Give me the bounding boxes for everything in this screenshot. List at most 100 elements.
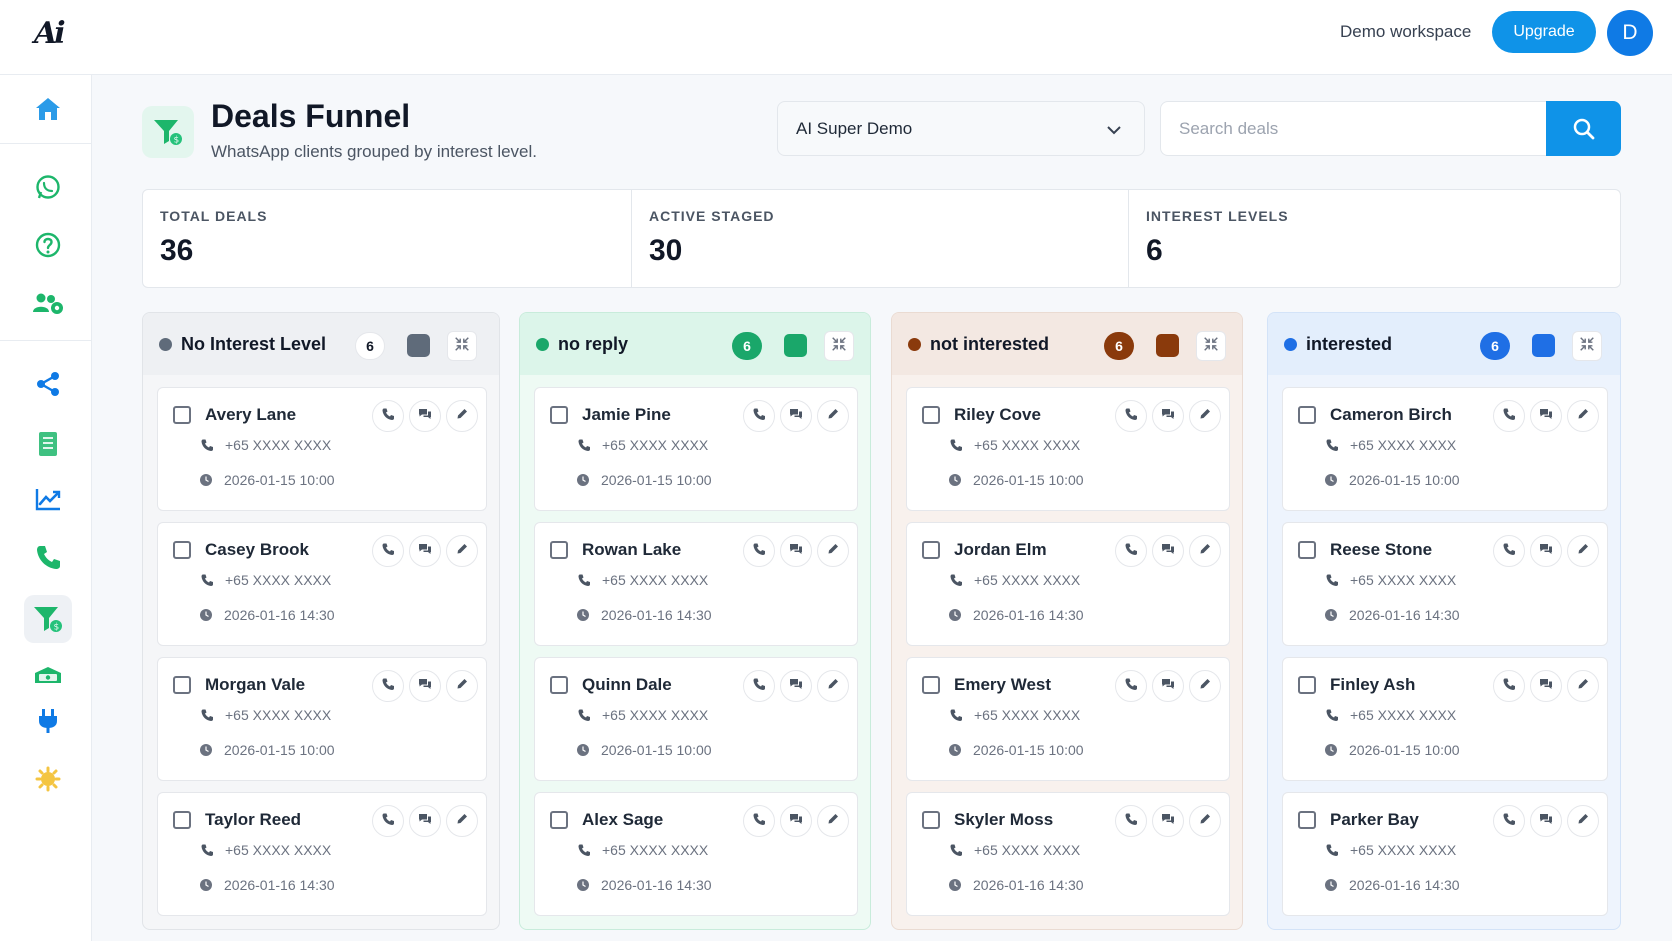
- chat-button[interactable]: [1152, 400, 1184, 432]
- search-button[interactable]: [1546, 101, 1621, 156]
- deal-card[interactable]: Avery Lane +65 XXXX XXXX 2026-01-15 10:0…: [157, 387, 487, 511]
- chat-button[interactable]: [1152, 670, 1184, 702]
- column-color-swatch[interactable]: [1532, 334, 1555, 357]
- select-checkbox[interactable]: [173, 676, 191, 694]
- deal-card[interactable]: Quinn Dale +65 XXXX XXXX 2026-01-15 10:0…: [534, 657, 858, 781]
- chat-button[interactable]: [409, 400, 441, 432]
- select-checkbox[interactable]: [550, 541, 568, 559]
- deal-card[interactable]: Jordan Elm +65 XXXX XXXX 2026-01-16 14:3…: [906, 522, 1230, 646]
- upgrade-button[interactable]: Upgrade: [1492, 11, 1596, 53]
- edit-button[interactable]: [817, 805, 849, 837]
- call-button[interactable]: [1493, 535, 1525, 567]
- deal-card[interactable]: Taylor Reed +65 XXXX XXXX 2026-01-16 14:…: [157, 792, 487, 916]
- deal-card[interactable]: Finley Ash +65 XXXX XXXX 2026-01-15 10:0…: [1282, 657, 1608, 781]
- edit-button[interactable]: [1189, 805, 1221, 837]
- select-checkbox[interactable]: [173, 406, 191, 424]
- select-checkbox[interactable]: [173, 541, 191, 559]
- deal-card[interactable]: Cameron Birch +65 XXXX XXXX 2026-01-15 1…: [1282, 387, 1608, 511]
- edit-button[interactable]: [1567, 805, 1599, 837]
- sidebar-item-payments[interactable]: [24, 652, 72, 700]
- select-checkbox[interactable]: [1298, 811, 1316, 829]
- call-button[interactable]: [743, 805, 775, 837]
- select-checkbox[interactable]: [922, 811, 940, 829]
- sidebar-item-billing[interactable]: [24, 420, 72, 468]
- chat-button[interactable]: [780, 400, 812, 432]
- chat-button[interactable]: [409, 535, 441, 567]
- column-color-swatch[interactable]: [407, 334, 430, 357]
- collapse-column-button[interactable]: [1572, 331, 1602, 361]
- deal-card[interactable]: Emery West +65 XXXX XXXX 2026-01-15 10:0…: [906, 657, 1230, 781]
- select-checkbox[interactable]: [922, 541, 940, 559]
- chat-button[interactable]: [780, 805, 812, 837]
- sidebar-item-analytics[interactable]: [24, 475, 72, 523]
- edit-button[interactable]: [446, 400, 478, 432]
- sidebar-item-funnel[interactable]: $: [24, 595, 72, 643]
- workspace-name[interactable]: Demo workspace: [1340, 22, 1472, 41]
- call-button[interactable]: [372, 400, 404, 432]
- chat-button[interactable]: [1530, 805, 1562, 837]
- select-checkbox[interactable]: [1298, 406, 1316, 424]
- call-button[interactable]: [743, 535, 775, 567]
- edit-button[interactable]: [1189, 400, 1221, 432]
- call-button[interactable]: [372, 805, 404, 837]
- chat-button[interactable]: [409, 670, 441, 702]
- chat-button[interactable]: [1530, 535, 1562, 567]
- chat-button[interactable]: [409, 805, 441, 837]
- edit-button[interactable]: [446, 670, 478, 702]
- sidebar-item-integrations[interactable]: [24, 697, 72, 745]
- edit-button[interactable]: [817, 535, 849, 567]
- sidebar-item-whatsapp[interactable]: [24, 163, 72, 211]
- sidebar-item-contacts[interactable]: [24, 280, 72, 328]
- deal-card[interactable]: Rowan Lake +65 XXXX XXXX 2026-01-16 14:3…: [534, 522, 858, 646]
- select-checkbox[interactable]: [922, 406, 940, 424]
- search-input[interactable]: [1160, 101, 1546, 156]
- edit-button[interactable]: [446, 805, 478, 837]
- edit-button[interactable]: [1189, 670, 1221, 702]
- chat-button[interactable]: [1152, 805, 1184, 837]
- sidebar-item-home[interactable]: [24, 85, 72, 133]
- deal-card[interactable]: Parker Bay +65 XXXX XXXX 2026-01-16 14:3…: [1282, 792, 1608, 916]
- select-checkbox[interactable]: [922, 676, 940, 694]
- deal-card[interactable]: Alex Sage +65 XXXX XXXX 2026-01-16 14:30: [534, 792, 858, 916]
- edit-button[interactable]: [1567, 400, 1599, 432]
- select-checkbox[interactable]: [1298, 676, 1316, 694]
- call-button[interactable]: [743, 670, 775, 702]
- call-button[interactable]: [743, 400, 775, 432]
- call-button[interactable]: [1115, 670, 1147, 702]
- deal-card[interactable]: Skyler Moss +65 XXXX XXXX 2026-01-16 14:…: [906, 792, 1230, 916]
- app-logo[interactable]: Ai: [34, 16, 66, 51]
- edit-button[interactable]: [1189, 535, 1221, 567]
- collapse-column-button[interactable]: [1196, 331, 1226, 361]
- sidebar-item-calls[interactable]: [24, 533, 72, 581]
- sidebar-item-help[interactable]: [24, 221, 72, 269]
- call-button[interactable]: [1115, 400, 1147, 432]
- call-button[interactable]: [372, 535, 404, 567]
- select-checkbox[interactable]: [173, 811, 191, 829]
- chat-button[interactable]: [1530, 670, 1562, 702]
- call-button[interactable]: [1115, 805, 1147, 837]
- edit-button[interactable]: [446, 535, 478, 567]
- deal-card[interactable]: Reese Stone +65 XXXX XXXX 2026-01-16 14:…: [1282, 522, 1608, 646]
- collapse-column-button[interactable]: [824, 331, 854, 361]
- column-color-swatch[interactable]: [1156, 334, 1179, 357]
- deal-card[interactable]: Jamie Pine +65 XXXX XXXX 2026-01-15 10:0…: [534, 387, 858, 511]
- pipeline-select[interactable]: AI Super Demo: [777, 101, 1145, 156]
- column-color-swatch[interactable]: [784, 334, 807, 357]
- edit-button[interactable]: [817, 400, 849, 432]
- call-button[interactable]: [1493, 400, 1525, 432]
- select-checkbox[interactable]: [1298, 541, 1316, 559]
- user-avatar[interactable]: D: [1607, 10, 1653, 56]
- select-checkbox[interactable]: [550, 676, 568, 694]
- chat-button[interactable]: [780, 535, 812, 567]
- call-button[interactable]: [1493, 805, 1525, 837]
- deal-card[interactable]: Casey Brook +65 XXXX XXXX 2026-01-16 14:…: [157, 522, 487, 646]
- call-button[interactable]: [1493, 670, 1525, 702]
- edit-button[interactable]: [817, 670, 849, 702]
- sidebar-item-share[interactable]: [24, 360, 72, 408]
- chat-button[interactable]: [1530, 400, 1562, 432]
- deal-card[interactable]: Morgan Vale +65 XXXX XXXX 2026-01-15 10:…: [157, 657, 487, 781]
- select-checkbox[interactable]: [550, 811, 568, 829]
- select-checkbox[interactable]: [550, 406, 568, 424]
- chat-button[interactable]: [780, 670, 812, 702]
- collapse-column-button[interactable]: [447, 331, 477, 361]
